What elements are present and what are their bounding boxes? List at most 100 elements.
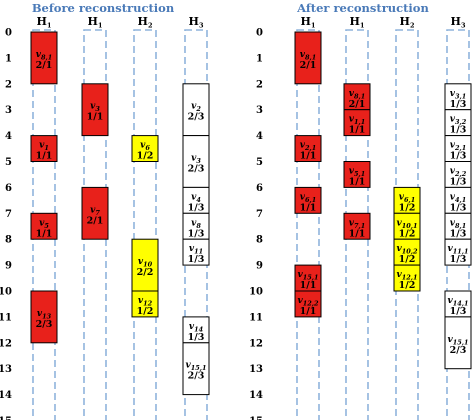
task-fraction: 1/2 — [399, 254, 416, 265]
task-fraction: 1/2 — [399, 202, 416, 213]
task-label: v7 — [90, 205, 100, 217]
task-block: v1,11/1 — [343, 109, 371, 137]
task-label: v14,1 — [447, 296, 468, 308]
task-fraction: 1/1 — [300, 151, 317, 162]
axis-tick-label: 7 — [256, 209, 263, 220]
task-block: v22/3 — [182, 83, 210, 137]
task-label: v15,1 — [297, 270, 318, 282]
column-header: H1 — [301, 15, 316, 30]
task-label: v4 — [191, 192, 201, 204]
task-fraction: 1/3 — [188, 202, 205, 213]
task-label: v1 — [39, 141, 49, 153]
task-rect — [182, 135, 210, 188]
task-block: v8,11/3 — [444, 212, 472, 240]
task-fraction: 1/3 — [450, 306, 467, 317]
task-fraction: 1/2 — [137, 306, 154, 317]
axis-tick-label: 9 — [256, 261, 263, 272]
task-block: v3,11/3 — [444, 83, 472, 111]
task-rect — [182, 83, 210, 137]
task-rect — [444, 161, 472, 188]
task-rect — [444, 238, 472, 266]
axis-tick-label: 9 — [5, 261, 12, 272]
axis-tick-label: 3 — [256, 105, 263, 116]
task-rect — [343, 109, 371, 137]
task-label: v5,1 — [349, 166, 366, 178]
task-label: v7,1 — [349, 218, 366, 230]
task-fraction: 1/3 — [450, 228, 467, 239]
task-fraction: 1/1 — [300, 306, 317, 317]
axis-tick-label: 3 — [5, 105, 12, 116]
axis-tick-label: 14 — [249, 390, 263, 401]
task-block: v81/3 — [182, 212, 210, 240]
task-fraction: 1/3 — [450, 202, 467, 213]
axis-tick-label: 12 — [249, 338, 263, 349]
axis-tick-label: 6 — [256, 183, 263, 194]
task-rect — [343, 212, 371, 240]
task-rect — [182, 212, 210, 240]
axis-tick-label: 1 — [256, 53, 263, 64]
task-fraction: 1/2 — [137, 151, 154, 162]
task-label: v15,1 — [447, 335, 468, 347]
column-header: H3 — [451, 15, 466, 30]
task-label: v3 — [90, 102, 100, 114]
task-rect — [81, 186, 109, 240]
task-label: v11 — [189, 244, 203, 256]
axis-tick-label: 8 — [5, 235, 12, 246]
task-block: v7,11/1 — [343, 212, 371, 240]
task-rect — [182, 238, 210, 266]
task-block: v10,21/2 — [393, 238, 421, 266]
task-block: v41/3 — [182, 186, 210, 214]
task-block: v51/1 — [30, 212, 58, 240]
task-fraction: 1/2 — [399, 280, 416, 291]
task-label: v12 — [138, 296, 153, 308]
task-block: v32/3 — [182, 135, 210, 188]
task-block: v15,12/3 — [182, 342, 210, 396]
task-fraction: 1/1 — [36, 151, 53, 162]
axis-tick-label: 5 — [5, 157, 12, 168]
task-label: v8,1 — [450, 218, 467, 230]
task-fraction: 1/3 — [450, 176, 467, 187]
task-fraction: 1/3 — [188, 228, 205, 239]
axis-tick-label: 11 — [0, 312, 12, 323]
task-block: v10,11/2 — [393, 212, 421, 240]
column-header: H2 — [138, 15, 153, 30]
task-rect — [30, 212, 58, 240]
task-block: v61/2 — [131, 135, 159, 163]
column-header: H1 — [37, 15, 52, 30]
task-fraction: 2/1 — [300, 60, 317, 71]
task-label: v8 — [191, 218, 201, 230]
task-label: v11,1 — [447, 244, 468, 256]
task-block: v5,11/1 — [343, 161, 371, 188]
axis-tick-label: 12 — [0, 338, 12, 349]
panel-title: Before reconstruction — [32, 1, 175, 15]
task-label: v2 — [191, 102, 201, 114]
task-label: v6 — [140, 141, 150, 153]
task-fraction: 1/3 — [450, 254, 467, 265]
task-block: v15,12/3 — [444, 316, 472, 370]
task-block: v11,11/3 — [444, 238, 472, 266]
axis-tick-label: 13 — [249, 364, 263, 375]
task-fraction: 2/1 — [36, 60, 53, 71]
column-header: H2 — [400, 15, 415, 30]
task-fraction: 2/3 — [188, 112, 205, 123]
task-block: v11/1 — [30, 135, 58, 163]
task-fraction: 1/1 — [36, 228, 53, 239]
axis-tick-label: 0 — [5, 28, 12, 39]
task-label: v2,1 — [300, 141, 317, 153]
task-label: v2,1 — [450, 141, 467, 153]
task-block: v3,21/3 — [444, 109, 472, 137]
task-rect — [30, 290, 58, 344]
axis-tick-label: 6 — [5, 183, 12, 194]
task-block: v15,11/1 — [294, 264, 322, 292]
task-fraction: 1/3 — [450, 151, 467, 162]
task-fraction: 1/3 — [188, 254, 205, 265]
task-fraction: 1/3 — [450, 99, 467, 110]
task-label: v1,1 — [349, 115, 366, 127]
task-fraction: 1/2 — [399, 228, 416, 239]
task-block: v12,11/2 — [393, 264, 421, 292]
axis-tick-label: 5 — [256, 157, 263, 168]
task-rect — [182, 342, 210, 396]
task-fraction: 1/1 — [87, 112, 104, 123]
